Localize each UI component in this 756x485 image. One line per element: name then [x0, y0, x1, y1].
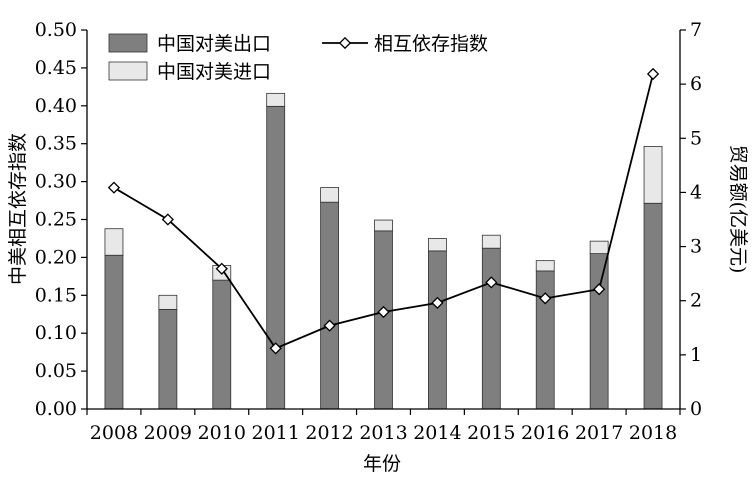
y-left-tick-label: 0.05 — [35, 360, 77, 382]
bar-import — [643, 146, 663, 204]
bar-import — [104, 228, 124, 256]
bar-export — [643, 202, 663, 410]
y-right-tick-label: 7 — [690, 19, 702, 41]
y-left-tick-label: 0.40 — [35, 95, 77, 117]
y-right-tick-label: 4 — [690, 181, 702, 203]
x-tick-label: 2010 — [198, 422, 246, 444]
line-layer — [107, 67, 660, 355]
x-tick-label: 2015 — [467, 422, 515, 444]
bar-export — [374, 230, 393, 410]
bar-import — [374, 219, 393, 232]
index-point — [485, 276, 498, 289]
x-tick-label: 2016 — [521, 422, 569, 444]
legend-marker-index — [338, 36, 352, 50]
x-tick-label: 2011 — [252, 422, 300, 444]
bar-export — [212, 279, 232, 410]
index-point — [215, 262, 228, 275]
index-point — [539, 292, 552, 305]
y-right-tick-label: 6 — [690, 73, 702, 95]
legend-swatch-export — [108, 33, 148, 53]
bar-import — [535, 260, 555, 272]
y-left-tick-label: 0.25 — [35, 209, 77, 231]
bar-export — [266, 105, 286, 410]
axes-layer: 0.00 0.05 0.10 0.15 0.20 0.25 0.30 0.35 0.40 0.45… — [35, 19, 702, 444]
y-left-tick-label: 0.30 — [35, 171, 77, 193]
bar-export — [320, 201, 339, 410]
y-right-tick-label: 1 — [690, 344, 702, 366]
index-point — [431, 296, 444, 309]
x-tick-label: 2013 — [359, 422, 407, 444]
index-point — [323, 319, 336, 332]
bar-export — [104, 254, 124, 410]
x-tick-label: 2009 — [144, 422, 192, 444]
index-point — [377, 305, 390, 319]
bar-export — [535, 270, 555, 410]
bar-export — [428, 250, 447, 410]
bar-import — [589, 240, 609, 255]
bar-export — [481, 247, 501, 410]
bars-layer — [104, 92, 663, 410]
y-left-tick-label: 0.50 — [35, 19, 77, 41]
bar-import — [481, 234, 501, 249]
bar-import — [428, 238, 447, 252]
index-point — [269, 342, 282, 355]
index-point — [161, 213, 174, 226]
index-point — [593, 283, 606, 296]
y-left-axis-title: 中美相互依存指数 — [7, 133, 29, 285]
index-point — [646, 67, 660, 81]
y-left-tick-label: 0.10 — [35, 322, 77, 344]
x-axis-title: 年份 — [363, 453, 401, 475]
x-tick-label: 2017 — [575, 422, 623, 444]
y-left-tick-label: 0.00 — [35, 398, 77, 420]
legend-label-index: 相互依存指数 — [374, 33, 488, 55]
y-left-tick-label: 0.45 — [35, 57, 77, 79]
legend-swatch-import — [108, 61, 148, 81]
y-left-tick-label: 0.35 — [35, 133, 77, 155]
bar-export — [589, 253, 609, 410]
y-right-tick-label: 0 — [690, 398, 702, 420]
bar-import — [266, 92, 286, 107]
x-tick-label: 2018 — [629, 422, 677, 444]
y-right-tick-label: 3 — [690, 236, 702, 258]
bar-import — [158, 294, 178, 310]
y-left-tick-label: 0.20 — [35, 246, 77, 268]
legend-label-import: 中国对美进口 — [157, 61, 271, 83]
x-tick-label: 2008 — [90, 422, 138, 444]
index-point — [107, 181, 121, 194]
x-tick-label: 2012 — [305, 422, 353, 444]
legend-label-export: 中国对美出口 — [157, 33, 271, 55]
y-right-tick-label: 5 — [690, 127, 702, 149]
x-tick-label: 2014 — [413, 422, 461, 444]
bar-export — [158, 308, 178, 410]
y-right-axis-title: 贸易额(亿美元) — [727, 145, 749, 274]
bar-import — [320, 187, 339, 203]
y-right-tick-label: 2 — [690, 290, 702, 312]
y-left-tick-label: 0.15 — [35, 284, 77, 306]
